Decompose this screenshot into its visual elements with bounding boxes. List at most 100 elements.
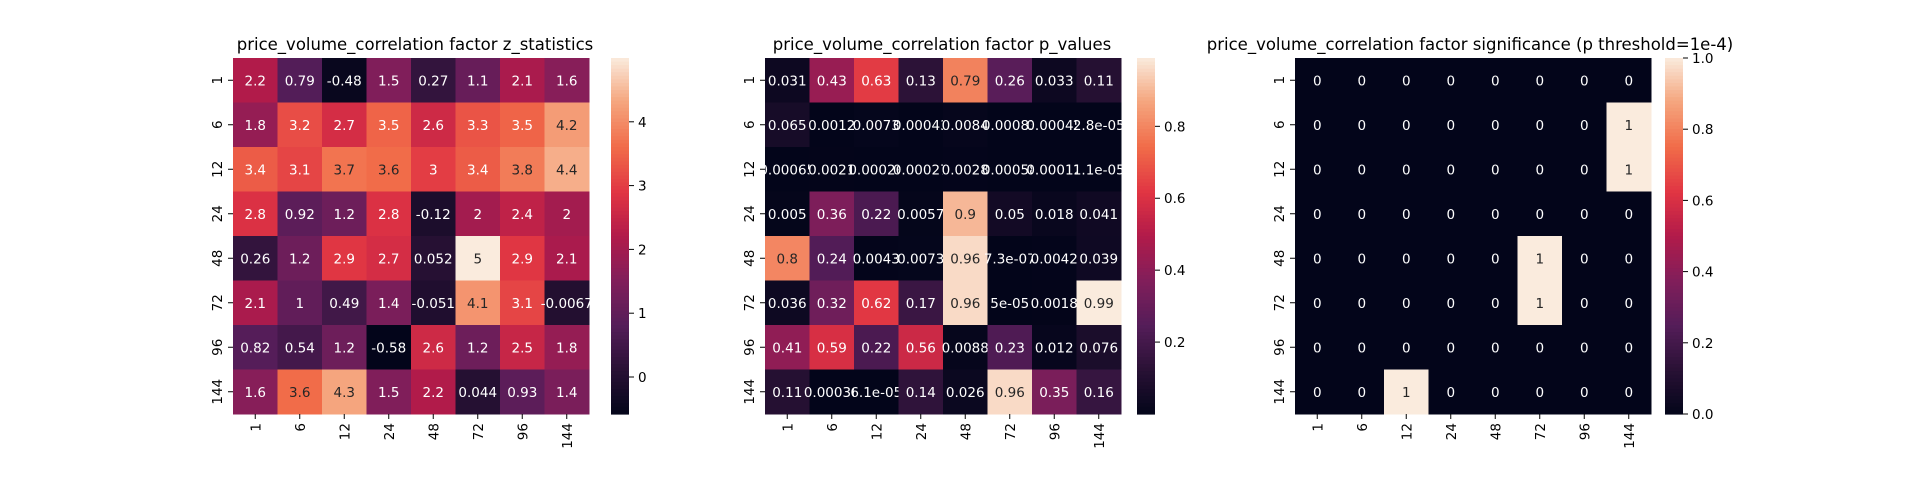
colorbar-segment	[1137, 271, 1155, 276]
cell-annotation: 3.4	[467, 162, 488, 178]
heatmap-cell	[1562, 236, 1607, 281]
heatmap-cell	[1076, 280, 1122, 326]
heatmap-cell	[1295, 191, 1340, 237]
colorbar-segment	[1665, 260, 1683, 266]
cell-annotation: 2.2	[423, 385, 444, 401]
heatmap-cell	[1076, 102, 1122, 148]
heatmap-cell	[1428, 102, 1474, 148]
cell-annotation: 0.93	[507, 385, 537, 401]
cell-annotation: 7.3e-07	[984, 251, 1036, 267]
colorbar-segment	[611, 349, 629, 355]
colorbar-segment	[611, 314, 629, 319]
colorbar-segment	[1137, 196, 1155, 201]
heatmap-cell	[455, 236, 501, 281]
colorbar-segment	[611, 100, 629, 105]
cell-annotation: 0.27	[418, 73, 448, 89]
cell-annotation: 0.0057	[897, 207, 944, 223]
heatmap-cell	[809, 58, 855, 103]
colorbar-segment	[1137, 339, 1155, 344]
colorbar-segment	[611, 278, 629, 283]
cell-annotation: 2.9	[334, 251, 355, 267]
heatmap-cell	[1076, 325, 1122, 370]
cell-annotation: 0.076	[1079, 340, 1118, 356]
colorbar-segment	[1137, 328, 1155, 333]
heatmap-cell	[322, 102, 367, 148]
colorbar-segment	[611, 271, 629, 276]
cell-annotation: 0.16	[1084, 385, 1114, 401]
heatmap-cell	[1032, 369, 1077, 415]
cell-annotation: 2.6	[423, 118, 444, 134]
colorbar-segment	[611, 246, 629, 251]
colorbar-segment	[611, 403, 629, 408]
cell-annotation: 0.36	[817, 207, 847, 223]
heatmap-cell	[1032, 58, 1077, 103]
y-tick-label: 6	[1272, 120, 1288, 129]
colorbar-segment	[1137, 239, 1155, 244]
colorbar-segment	[1137, 342, 1155, 347]
significance-title: price_volume_correlation factor signific…	[1207, 35, 1733, 55]
heatmap-cell	[366, 58, 412, 103]
heatmap-cell	[943, 369, 988, 415]
cell-annotation: 0	[1313, 162, 1322, 178]
significance-colorbar: 0.0 0.2 0.4 0.6 0.8 1.0	[1665, 51, 1713, 423]
colorbar-segment	[611, 72, 629, 77]
heatmap-cell	[943, 236, 988, 281]
colorbar-segment	[1137, 353, 1155, 358]
colorbar-segment	[1665, 371, 1683, 376]
colorbar-segment	[1137, 357, 1155, 362]
colorbar-segment	[1137, 264, 1155, 269]
colorbar-tick-label: 0.2	[1164, 335, 1185, 351]
heatmap-cell	[411, 325, 456, 370]
colorbar-segment	[1665, 339, 1683, 344]
heatmap-cell	[322, 58, 367, 103]
colorbar-segment	[1665, 406, 1683, 412]
heatmap-cell	[455, 58, 501, 103]
colorbar-segment	[1665, 228, 1683, 234]
heatmap-cell	[987, 58, 1033, 103]
cell-annotation: -0.48	[327, 73, 362, 89]
colorbar-segment	[1137, 282, 1155, 287]
cell-annotation: 0.13	[906, 73, 936, 89]
colorbar-segment	[1137, 296, 1155, 301]
colorbar-segment	[1137, 335, 1155, 340]
cell-annotation: 0	[1313, 251, 1322, 267]
cell-annotation: -0.051	[411, 296, 455, 312]
colorbar-segment	[611, 118, 629, 123]
heatmap-cell	[1428, 280, 1474, 326]
heatmap-cell	[943, 280, 988, 326]
colorbar-segment	[1665, 335, 1683, 340]
colorbar-segment	[1137, 374, 1155, 379]
colorbar-segment	[1665, 349, 1683, 355]
colorbar-segment	[611, 168, 629, 173]
colorbar-segment	[1137, 389, 1155, 394]
colorbar-segment	[1137, 203, 1155, 209]
colorbar-segment	[1137, 122, 1155, 127]
colorbar-segment	[1137, 260, 1155, 266]
colorbar-segment	[1137, 161, 1155, 166]
z-statistics-panel: price_volume_correlation factor z_statis…	[210, 35, 647, 449]
colorbar-segment	[1137, 289, 1155, 294]
heatmap-cell	[233, 325, 278, 370]
heatmap-cell	[544, 58, 590, 103]
heatmap-cell	[1517, 147, 1563, 192]
colorbar-segment	[611, 232, 629, 237]
heatmap-cell	[411, 102, 456, 148]
cell-annotation: 2.1	[556, 251, 577, 267]
cell-annotation: 0.22	[861, 340, 891, 356]
heatmap-cell	[854, 102, 899, 148]
cell-annotation: 0.79	[285, 73, 315, 89]
colorbar-segment	[1665, 314, 1683, 319]
cell-annotation: 2	[473, 207, 482, 223]
colorbar-segment	[1137, 321, 1155, 326]
cell-annotation: 0.00065	[759, 162, 815, 178]
heatmap-cell	[366, 236, 412, 281]
colorbar-segment	[1665, 250, 1683, 255]
heatmap-cell	[277, 191, 323, 237]
colorbar-segment	[1665, 207, 1683, 212]
p-values-colorbar: 0.2 0.4 0.6 0.8	[1137, 58, 1185, 415]
colorbar-segment	[1665, 374, 1683, 379]
heatmap-cell	[1032, 147, 1077, 192]
colorbar-segment	[1137, 171, 1155, 177]
colorbar-segment	[1137, 90, 1155, 95]
cell-annotation: 0	[1402, 118, 1411, 134]
